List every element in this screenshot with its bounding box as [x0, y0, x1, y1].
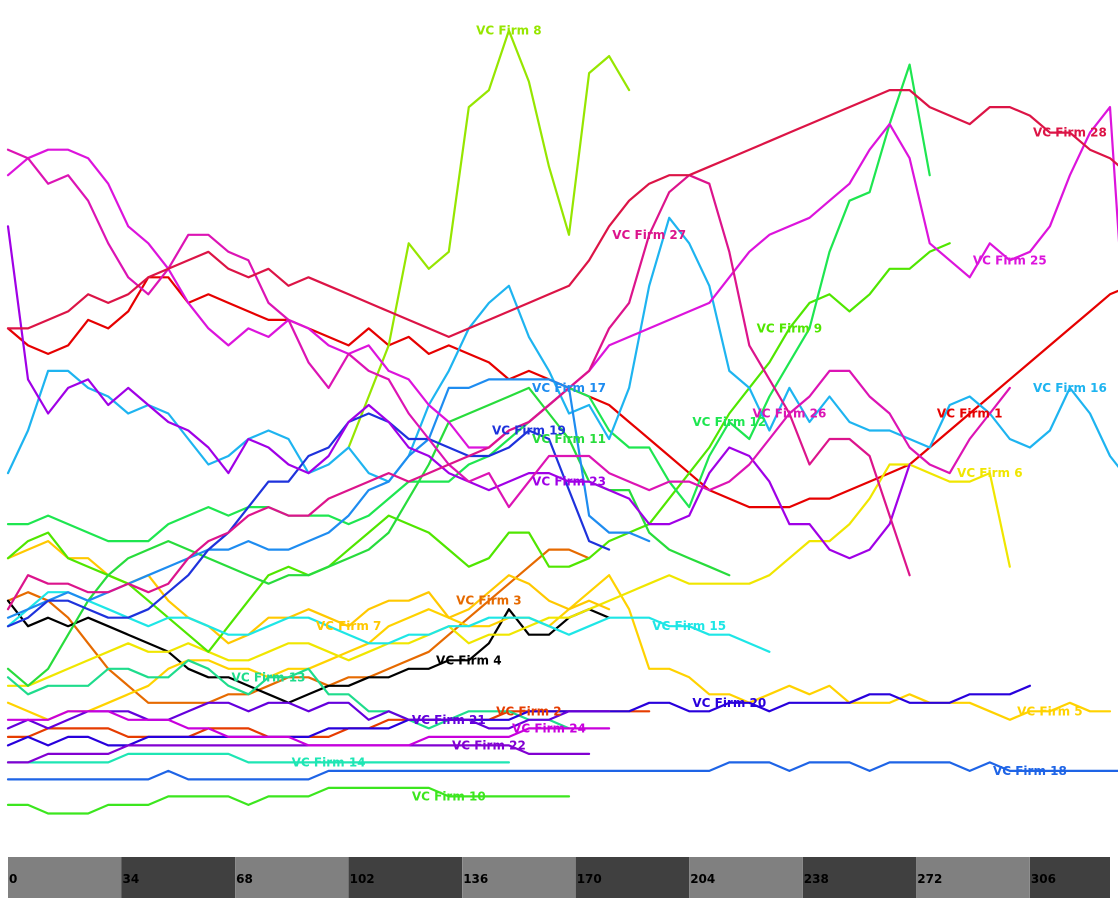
series-label-vc-firm-12: VC Firm 12	[692, 415, 766, 429]
series-label-vc-firm-21: VC Firm 21	[412, 713, 486, 727]
x-tick-label-68: 68	[236, 872, 253, 886]
series-label-vc-firm-11: VC Firm 11	[532, 432, 606, 446]
series-line-vc-firm-9	[6, 242, 951, 653]
x-axis-band-1	[121, 857, 235, 898]
x-axis-band-5	[575, 857, 690, 898]
series-label-vc-firm-1: VC Firm 1	[937, 407, 1003, 421]
series-line-vc-firm-14	[6, 752, 510, 764]
series-line-vc-firm-13	[6, 659, 571, 730]
series-line-vc-firm-27	[6, 174, 911, 611]
series-line-vc-firm-22	[6, 744, 591, 764]
x-axis-band-8	[916, 857, 1030, 898]
series-label-vc-firm-10: VC Firm 10	[412, 789, 486, 803]
series-label-vc-firm-18: VC Firm 18	[993, 764, 1067, 778]
x-tick-label-272: 272	[917, 872, 942, 886]
x-tick-label-306: 306	[1031, 872, 1056, 886]
series-label-vc-firm-16: VC Firm 16	[1033, 381, 1107, 395]
series-line-vc-firm-23	[6, 225, 911, 560]
series-line-vc-firm-19	[6, 412, 611, 628]
x-axis-band-7	[802, 857, 917, 898]
series-line-vc-firm-26	[6, 148, 1011, 509]
x-tick-label-238: 238	[804, 872, 829, 886]
series-label-vc-firm-9: VC Firm 9	[757, 321, 823, 335]
series-label-vc-firm-22: VC Firm 22	[452, 738, 526, 752]
x-axis-band-3	[348, 857, 463, 898]
series-label-vc-firm-26: VC Firm 26	[752, 407, 826, 421]
x-axis-band-2	[235, 857, 349, 898]
series-line-vc-firm-24	[6, 710, 611, 747]
series-line-vc-firm-20	[6, 684, 1031, 747]
x-tick-label-34: 34	[123, 872, 140, 886]
series-labels: VC Firm 1 VC Firm 2 VC Firm 3 VC Firm 4 VC F…	[232, 24, 1107, 804]
series-label-vc-firm-4: VC Firm 4	[436, 653, 502, 667]
series-line-vc-firm-12	[6, 63, 931, 543]
series-label-vc-firm-23: VC Firm 23	[532, 475, 606, 489]
series-line-vc-firm-28	[6, 89, 1118, 338]
series-label-vc-firm-6: VC Firm 6	[957, 466, 1023, 480]
x-tick-label-102: 102	[350, 872, 375, 886]
series-label-vc-firm-25: VC Firm 25	[973, 253, 1047, 267]
series-label-vc-firm-20: VC Firm 20	[692, 696, 766, 710]
series-label-vc-firm-17: VC Firm 17	[532, 381, 606, 395]
x-axis-band-9	[1029, 857, 1110, 898]
series-line-vc-firm-10	[6, 786, 571, 815]
series-line-vc-firm-15	[6, 591, 771, 653]
x-tick-label-170: 170	[577, 872, 602, 886]
series-label-vc-firm-28: VC Firm 28	[1033, 126, 1107, 140]
series-lines	[6, 29, 1118, 815]
series-label-vc-firm-3: VC Firm 3	[456, 594, 522, 608]
series-line-vc-firm-8	[347, 29, 631, 449]
series-line-vc-firm-18	[6, 761, 1118, 781]
series-label-vc-firm-7: VC Firm 7	[316, 619, 382, 633]
series-label-vc-firm-13: VC Firm 13	[232, 670, 306, 684]
x-axis-band-6	[689, 857, 803, 898]
x-tick-label-204: 204	[690, 872, 715, 886]
series-label-vc-firm-19: VC Firm 19	[492, 424, 566, 438]
series-label-vc-firm-5: VC Firm 5	[1017, 704, 1083, 718]
series-label-vc-firm-15: VC Firm 15	[652, 619, 726, 633]
series-label-vc-firm-14: VC Firm 14	[292, 755, 366, 769]
x-tick-label-136: 136	[463, 872, 488, 886]
series-label-vc-firm-2: VC Firm 2	[496, 704, 562, 718]
x-axis-band-4	[462, 857, 576, 898]
series-line-vc-firm-4	[6, 599, 611, 704]
x-axis-band-0	[8, 857, 122, 898]
series-line-vc-firm-6	[6, 463, 1011, 687]
series-label-vc-firm-24: VC Firm 24	[512, 721, 586, 735]
series-line-vc-firm-1	[6, 276, 1118, 509]
x-axis: 0 34 68 102 136 170 204 238 272 306	[8, 857, 1110, 898]
series-label-vc-firm-27: VC Firm 27	[612, 228, 686, 242]
series-label-vc-firm-8: VC Firm 8	[476, 24, 542, 38]
series-line-vc-firm-16	[6, 216, 1118, 483]
x-tick-label-0: 0	[9, 872, 17, 886]
series-line-vc-firm-3	[6, 548, 591, 704]
series-line-vc-firm-5	[6, 574, 1112, 721]
